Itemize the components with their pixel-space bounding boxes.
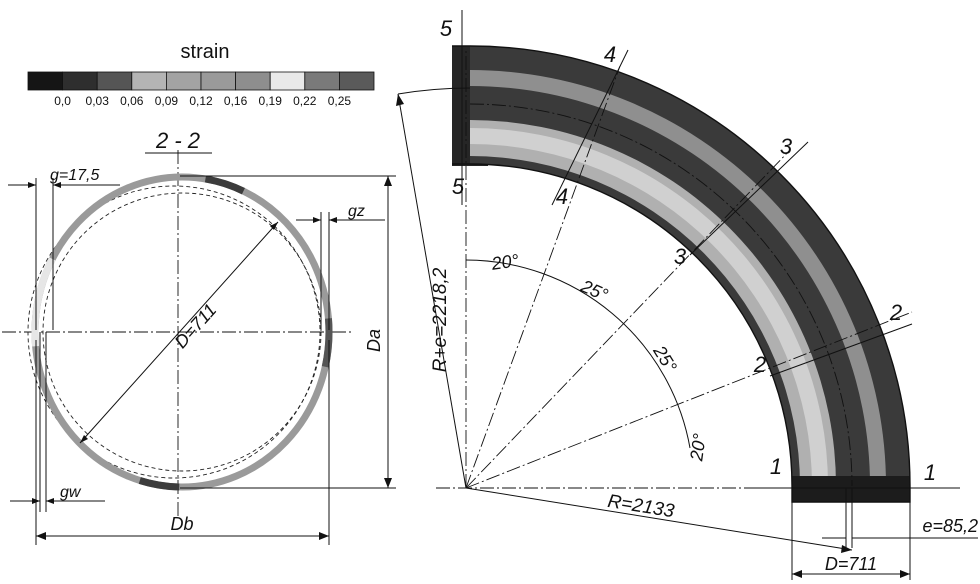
pipe-bend-view: R=2133 R+e=2218,2 e=85,2 D=711 20° 25° 2… [396,10,978,580]
pipe-d-arrowhead-left [792,570,802,578]
legend-swatch [165,71,202,91]
db-label: Db [170,514,193,534]
legend-title: strain [181,41,230,63]
offset-label: e=85,2 [922,516,978,536]
angle-label-3: 25° [649,341,681,376]
section-title: 2 - 2 [155,128,200,153]
g-arrowhead-left [28,182,36,188]
section-label-2-inner: 2 [753,352,766,377]
reference-circle-outer [27,185,321,479]
legend-tick-label: 0,22 [293,94,317,108]
g-label: g=17,5 [50,167,99,184]
legend-swatch [304,71,340,91]
radius-arrowhead [841,545,852,553]
gz-arrowhead-left [313,217,321,223]
legend-swatch [131,71,167,91]
ring-high-strain-zone-right [31,173,333,491]
g-arrowhead-right [53,182,61,188]
radius-label: R=2133 [606,491,676,522]
section-diameter-line [79,221,279,444]
outer-radius-arc [397,87,471,95]
angle-label-2: 25° [577,275,611,305]
legend-swatch [269,71,306,91]
bend-outline [452,45,911,503]
da-arrowhead-bottom [384,478,392,488]
section-label-2-outer: 2 [889,300,902,325]
legend-tick-label: 0,16 [224,94,248,108]
angle-arc [465,259,691,449]
section-label-3-outer: 3 [780,134,793,159]
section-cut-2 [769,323,913,377]
radius-dimension-line [465,487,853,551]
legend-tick-label: 0,12 [189,94,213,108]
pipe-d-arrowhead-right [900,570,910,578]
ring-low-strain-zone [31,173,333,491]
legend-tick-label: 0,0 [54,94,71,108]
legend-swatch [338,71,375,91]
legend-swatch [235,71,271,91]
db-arrowhead-left [36,532,46,540]
legend-tick-label: 0,03 [86,94,110,108]
outer-radius-dimension-line [397,93,467,489]
diameter-arrowhead-top [270,222,278,230]
radial-line-4 [465,65,621,489]
legend-swatch [27,71,63,91]
angle-label-4: 20° [686,432,710,463]
gw-label: gw [60,484,82,501]
da-label: Da [364,329,384,352]
strain-legend: strain 0,0 0,03 0,06 0,09 0,12 0,16 0,19 0,22 0,… [27,41,375,108]
outer-radius-label: R+e=2218,2 [430,267,451,372]
legend-color-bar [27,71,375,91]
section-label-1-outer: 1 [924,460,936,485]
legend-tick-labels: 0,0 0,03 0,06 0,09 0,12 0,16 0,19 0,22 0,25 [54,94,351,108]
legend-swatch [200,71,236,91]
legend-tick-label: 0,25 [328,94,352,108]
section-label-1-inner: 1 [770,454,782,479]
section-cut-3 [689,141,809,256]
legend-tick-label: 0,06 [120,94,144,108]
pipe-diameter-label: D=711 [825,554,877,574]
section-label-5-inner: 5 [452,174,465,199]
outer-radius-arrowhead [396,94,404,106]
angle-label-1: 20° [489,250,520,274]
straight-pipe-bottom [792,476,910,502]
diameter-arrowhead-bottom [80,435,88,443]
legend-swatch [62,71,98,91]
radial-line-3 [465,149,791,489]
legend-tick-label: 0,09 [155,94,179,108]
section-label-4-outer: 4 [604,42,616,67]
section-label-5-outer: 5 [440,16,453,41]
cross-section-2-2: 2 - 2 D=711 g=17,5 gz [2,128,396,545]
section-label-4-inner: 4 [556,184,568,209]
legend-tick-label: 0,19 [259,94,283,108]
da-arrowhead-top [384,176,392,186]
pipe-axis-arc [469,103,853,487]
gw-arrowhead-right [46,498,54,504]
gz-arrowhead-right [329,217,337,223]
gz-label: gz [348,203,365,220]
section-label-3-inner: 3 [674,244,687,269]
radial-line-2 [465,311,913,489]
section-cut-4 [551,49,629,206]
db-arrowhead-right [319,532,329,540]
legend-swatch [96,71,133,91]
reference-circle-inner [42,192,322,472]
